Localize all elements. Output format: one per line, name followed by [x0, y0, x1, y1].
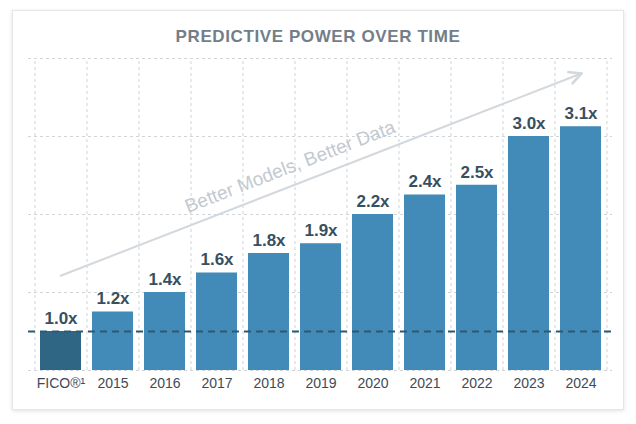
svg-text:2018: 2018 [253, 375, 284, 391]
svg-text:3.1x: 3.1x [564, 104, 598, 123]
svg-text:2.2x: 2.2x [356, 192, 390, 211]
svg-text:1.9x: 1.9x [304, 221, 338, 240]
svg-text:1.0x: 1.0x [44, 309, 78, 328]
svg-text:2019: 2019 [305, 375, 336, 391]
svg-text:1.2x: 1.2x [96, 289, 130, 308]
svg-text:2020: 2020 [357, 375, 388, 391]
svg-text:2021: 2021 [409, 375, 440, 391]
svg-text:2.5x: 2.5x [460, 163, 494, 182]
svg-text:2.4x: 2.4x [408, 172, 442, 191]
svg-text:2017: 2017 [201, 375, 232, 391]
svg-text:2022: 2022 [461, 375, 492, 391]
svg-text:2024: 2024 [565, 375, 596, 391]
html-text:PREDICTIVE POWER OVER TIME: PREDICTIVE POWER OVER TIME [175, 27, 461, 46]
svg-text:FICO®¹: FICO®¹ [37, 375, 86, 391]
svg-text:Better Models, Better Data: Better Models, Better Data [182, 116, 399, 217]
svg-text:1.4x: 1.4x [148, 270, 182, 289]
svg-text:3.0x: 3.0x [512, 114, 546, 133]
svg-text:1.6x: 1.6x [200, 250, 234, 269]
svg-text:2023: 2023 [513, 375, 544, 391]
svg-text:2016: 2016 [149, 375, 180, 391]
svg-text:1.8x: 1.8x [252, 231, 286, 250]
svg-text:2015: 2015 [97, 375, 128, 391]
